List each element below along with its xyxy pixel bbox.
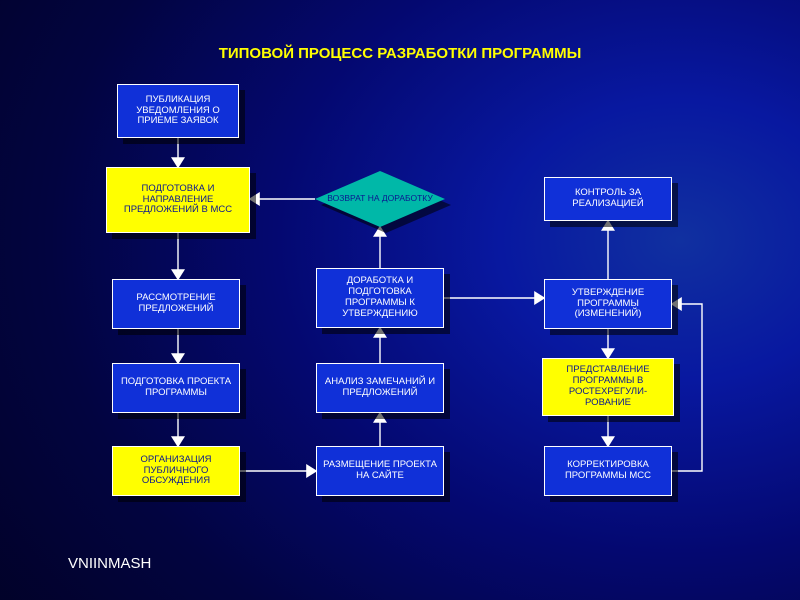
node-n11: ПРЕДСТАВЛЕНИЕ ПРОГРАММЫ В РОСТЕХРЕГУЛИ-Р…: [542, 358, 674, 416]
node-n9: КОНТРОЛЬ ЗА РЕАЛИЗАЦИЕЙ: [544, 177, 672, 221]
node-n2: ПОДГОТОВКА И НАПРАВЛЕНИЕ ПРЕДЛОЖЕНИЙ В М…: [106, 167, 250, 233]
node-n3: РАССМОТРЕНИЕ ПРЕДЛОЖЕНИЙ: [112, 279, 240, 329]
node-n6: ДОРАБОТКА И ПОДГОТОВКА ПРОГРАММЫ К УТВЕР…: [316, 268, 444, 328]
node-n7: АНАЛИЗ ЗАМЕЧАНИЙ И ПРЕДЛОЖЕНИЙ: [316, 363, 444, 413]
diagram-title: ТИПОВОЙ ПРОЦЕСС РАЗРАБОТКИ ПРОГРАММЫ: [0, 45, 800, 62]
node-n1: ПУБЛИКАЦИЯ УВЕДОМЛЕНИЯ О ПРИЕМЕ ЗАЯВОК: [117, 84, 239, 138]
node-n12: КОРРЕКТИРОВКА ПРОГРАММЫ МСС: [544, 446, 672, 496]
node-n5: ОРГАНИЗАЦИЯ ПУБЛИЧНОГО ОБСУЖДЕНИЯ: [112, 446, 240, 496]
node-n8: РАЗМЕЩЕНИЕ ПРОЕКТА НА САЙТЕ: [316, 446, 444, 496]
node-d1: ВОЗВРАТ НА ДОРАБОТКУ: [315, 171, 445, 227]
node-n4: ПОДГОТОВКА ПРОЕКТА ПРОГРАММЫ: [112, 363, 240, 413]
footer-label: VNIINMASH: [68, 555, 151, 572]
node-n10: УТВЕРЖДЕНИЕ ПРОГРАММЫ (ИЗМЕНЕНИЙ): [544, 279, 672, 329]
